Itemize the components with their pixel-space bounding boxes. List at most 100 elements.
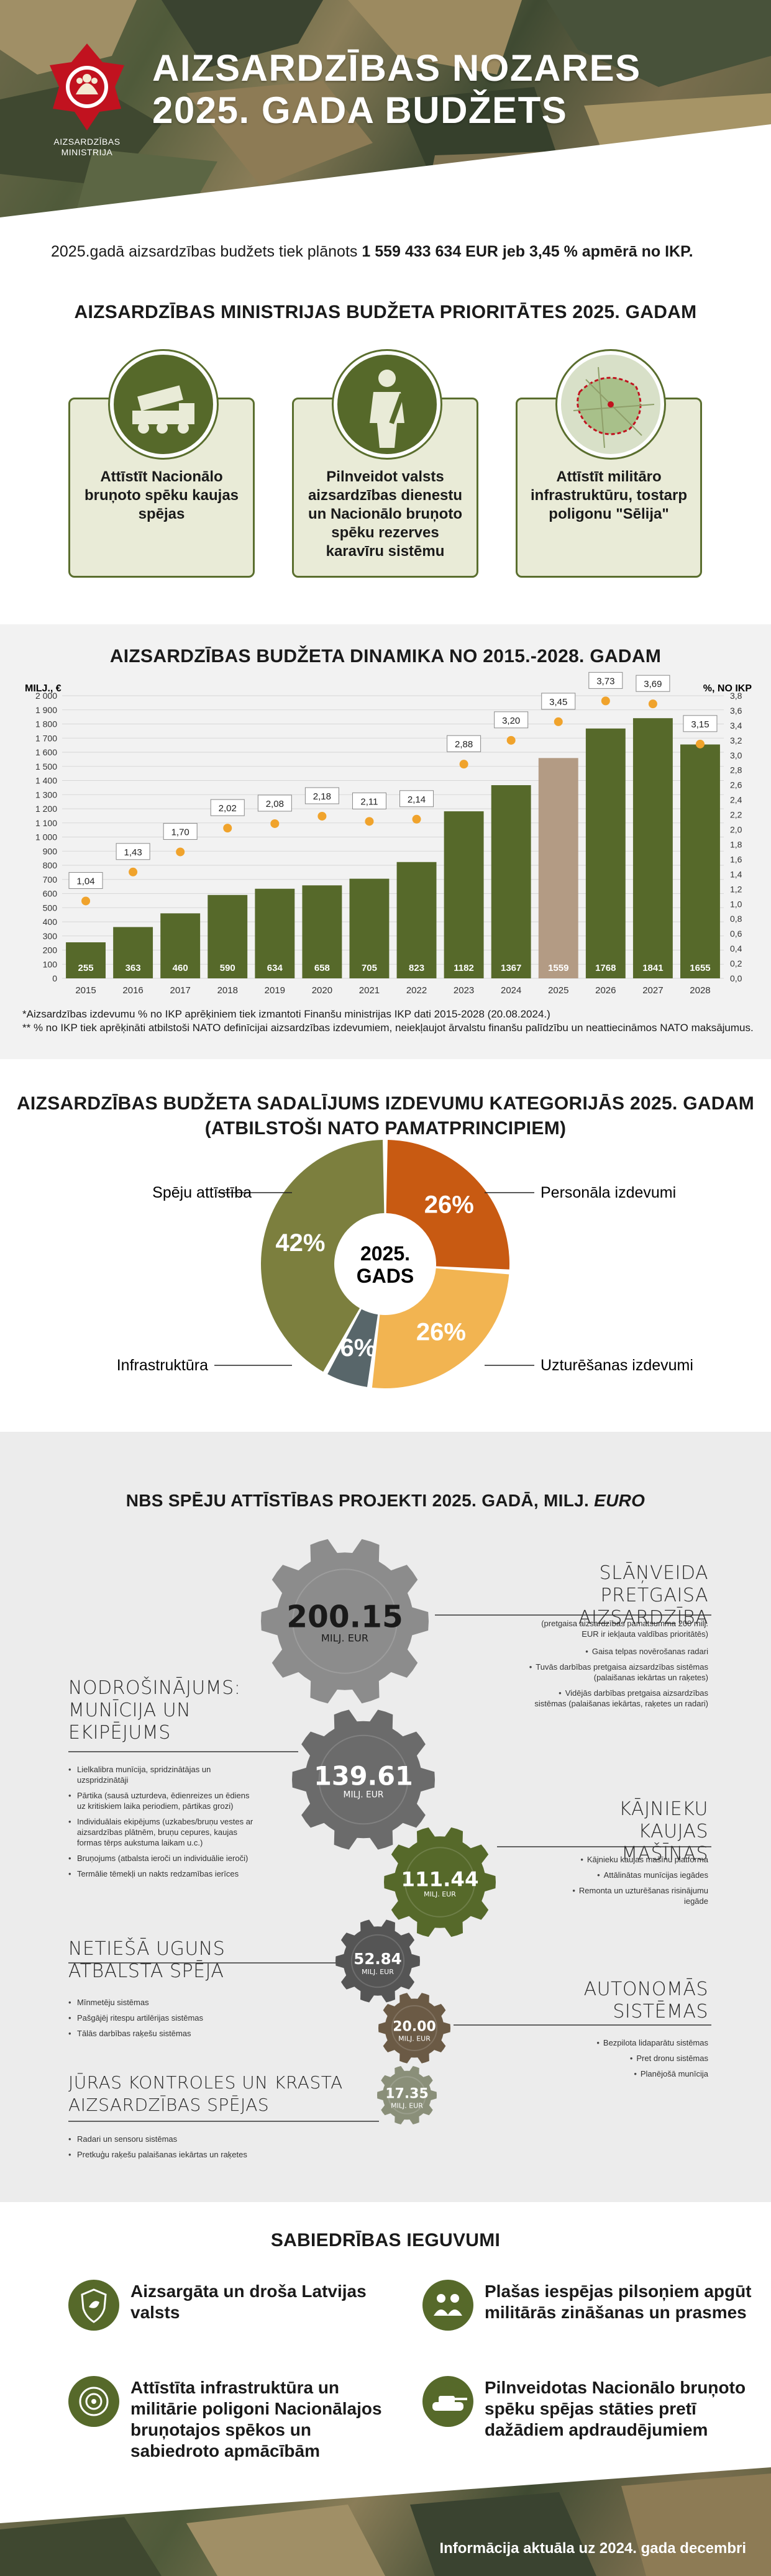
gdp-share-label-box bbox=[163, 822, 198, 840]
gear-value-label: 52.84 bbox=[354, 1950, 401, 1968]
y2-tick-label: 1,4 bbox=[730, 869, 742, 879]
ministry-crest-icon bbox=[50, 43, 124, 130]
y-tick-label: 1 600 bbox=[35, 747, 57, 757]
bar bbox=[632, 718, 673, 978]
footnote-2: ** % no IKP tiek aprēķināti atbilstoši N… bbox=[22, 1022, 754, 1034]
y-tick-label: 1 700 bbox=[35, 733, 57, 743]
gdp-share-label-box bbox=[304, 787, 339, 804]
slice-value-label: 42% bbox=[275, 1229, 325, 1257]
y-tick-label: 200 bbox=[43, 945, 58, 955]
gear-value-label: 200.15 bbox=[286, 1600, 403, 1635]
gdp-share-point bbox=[223, 824, 232, 833]
benefit-readiness: Pilnveidotas Nacionālo bruņoto spēku spē… bbox=[422, 2376, 758, 2444]
y2-tick-label: 3,4 bbox=[730, 721, 742, 730]
y-tick-label: 700 bbox=[43, 875, 58, 885]
slice-value-label: 26% bbox=[424, 1191, 474, 1218]
y2-tick-label: 2,6 bbox=[730, 780, 742, 790]
gdp-share-label: 1,04 bbox=[76, 876, 94, 886]
bar bbox=[538, 758, 578, 978]
list-item: Pārtika (sausā uzturdeva, ēdienreizes un… bbox=[68, 1790, 255, 1811]
gdp-share-label: 1,70 bbox=[171, 827, 189, 837]
bar bbox=[444, 811, 484, 978]
ministry-name-line2: MINISTRIJA bbox=[61, 147, 113, 157]
gdp-share-point bbox=[176, 847, 185, 857]
gdp-share-point bbox=[554, 717, 563, 726]
gdp-share-label-box bbox=[352, 792, 386, 809]
bar bbox=[66, 942, 106, 978]
list-item: Pašgājēj ritespu artilērijas sistēmas bbox=[68, 2013, 255, 2023]
donut-slice bbox=[372, 1268, 509, 1388]
bar bbox=[255, 888, 295, 978]
y2-tick-label: 0,0 bbox=[730, 973, 742, 983]
gdp-share-point bbox=[695, 739, 705, 749]
list-item: Remonta un uzturēšanas risinājumu iegāde bbox=[572, 1885, 708, 1906]
projects-title-text: NBS SPĒJU ATTĪSTĪBAS PROJEKTI 2025. GADĀ… bbox=[125, 1491, 595, 1510]
y-tick-label: 600 bbox=[43, 889, 58, 899]
priority-card-text: Attīstīt Nacionālo bruņoto spēku kaujas … bbox=[84, 468, 239, 522]
gear-unit-label: MILJ. EUR bbox=[362, 1968, 394, 1976]
priority-card-service: Pilnveidot valsts aizsardzības dienestu … bbox=[292, 351, 478, 578]
bar-value-label: 363 bbox=[125, 963, 141, 973]
gdp-share-label-box bbox=[257, 794, 292, 812]
intro-paragraph: 2025.gadā aizsardzības budžets tiek plān… bbox=[51, 241, 734, 262]
list-item: Planējošā munīcija bbox=[572, 2069, 708, 2079]
gear-value-label: 111.44 bbox=[401, 1867, 479, 1891]
gdp-share-label-box bbox=[494, 711, 529, 729]
y2-tick-label: 3,8 bbox=[730, 691, 742, 701]
y-tick-label: 1 800 bbox=[35, 719, 57, 729]
slice-value-label: 6% bbox=[340, 1334, 376, 1362]
bar-value-label: 255 bbox=[78, 963, 94, 973]
header-diagonal-cut bbox=[0, 124, 771, 217]
gear-hub bbox=[318, 1734, 409, 1825]
x-tick-label: 2017 bbox=[170, 985, 190, 996]
y2-tick-label: 2,4 bbox=[730, 795, 742, 805]
gear-value-label: 20.00 bbox=[393, 2019, 436, 2034]
gdp-share-label-box bbox=[210, 799, 245, 816]
priority-card-text: Attīstīt militāro infrastruktūru, tostar… bbox=[530, 468, 688, 522]
bar-value-label: 705 bbox=[362, 963, 377, 973]
y2-tick-label: 2,0 bbox=[730, 825, 742, 835]
y2-tick-label: 0,6 bbox=[730, 929, 742, 939]
benefit-text: Plašas iespējas pilsoņiem apgūt militārā… bbox=[485, 2282, 752, 2322]
priority-card-text: Pilnveidot valsts aizsardzības dienestu … bbox=[308, 468, 463, 560]
bar bbox=[208, 894, 248, 978]
gdp-share-label: 3,45 bbox=[549, 697, 567, 708]
gdp-share-label: 2,02 bbox=[219, 803, 237, 814]
benefit-military-skills: Plašas iespējas pilsoņiem apgūt militārā… bbox=[422, 2280, 758, 2348]
list-item: Termālie tēmekļi un nakts redzamības ier… bbox=[68, 1868, 255, 1879]
bar-value-label: 1182 bbox=[454, 963, 474, 973]
legend-label: Infrastruktūra bbox=[117, 1357, 208, 1374]
y2-tick-label: 3,0 bbox=[730, 750, 742, 760]
project-list-autonomous: Bezpilota lidaparātu sistēmas Pret dronu… bbox=[572, 2037, 708, 2084]
gdp-share-label: 2,14 bbox=[408, 794, 426, 805]
list-item: Kājnieku kaujas mašīnu platforma bbox=[572, 1854, 708, 1865]
y-tick-label: 900 bbox=[43, 846, 58, 856]
y2-tick-label: 1,8 bbox=[730, 839, 742, 849]
x-tick-label: 2028 bbox=[690, 985, 710, 996]
list-item: Tālās darbības raķešu sistēmas bbox=[68, 2028, 255, 2039]
y-tick-label: 300 bbox=[43, 931, 58, 941]
y-tick-label: 1 500 bbox=[35, 762, 57, 771]
y2-axis-label: %, NO IKP bbox=[703, 683, 752, 694]
bar-value-label: 634 bbox=[267, 963, 283, 973]
page-title-line2: 2025. GADA BUDŽETS bbox=[152, 89, 568, 131]
x-tick-label: 2022 bbox=[406, 985, 427, 996]
x-tick-label: 2024 bbox=[501, 985, 521, 996]
gdp-share-label: 2,18 bbox=[313, 791, 331, 802]
bar bbox=[585, 728, 626, 978]
y2-tick-label: 0,8 bbox=[730, 914, 742, 924]
slice-value-label: 26% bbox=[416, 1319, 466, 1346]
y-tick-label: 500 bbox=[43, 903, 58, 913]
dynamics-chart-title: AIZSARDZĪBAS BUDŽETA DINAMIKA NO 2015.-2… bbox=[109, 646, 662, 667]
page-title-line1: AIZSARDZĪBAS NOZARES bbox=[152, 47, 641, 89]
benefit-text: Pilnveidotas Nacionālo bruņoto spēku spē… bbox=[485, 2378, 746, 2439]
list-item: Vidējās darbības pretgaisa aizsardzības … bbox=[528, 1688, 708, 1709]
x-tick-label: 2016 bbox=[122, 985, 143, 996]
project-list-air-defence: Gaisa telpas novērošanas radari Tuvās da… bbox=[528, 1646, 708, 1714]
budget-distribution-donut: 42% 26% 26% 6% 2025.GADS Spēju attīstība Perso… bbox=[117, 1140, 693, 1388]
y-axis-label: MILJ., € bbox=[25, 683, 62, 694]
list-item: Bezpilota lidaparātu sistēmas bbox=[572, 2037, 708, 2048]
gdp-share-point bbox=[81, 896, 91, 906]
